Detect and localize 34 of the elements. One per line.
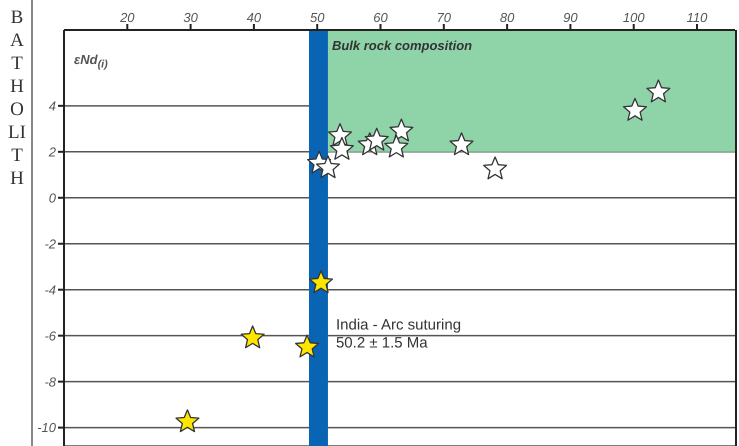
x-tick-label: 60	[373, 10, 389, 25]
x-tick-label: 40	[246, 10, 262, 25]
text: BATHOLITH	[8, 6, 26, 190]
y-tick-label: 4	[48, 98, 56, 114]
x-tick-label: 20	[119, 10, 136, 25]
point	[389, 118, 414, 142]
band-label: Bulk rock composition	[332, 38, 472, 53]
y-tick-label: -6	[44, 328, 57, 344]
y-tick-label: -2	[44, 236, 57, 252]
y-tick-label: -10	[37, 420, 57, 436]
y-tick-label: -8	[44, 374, 57, 390]
point	[622, 98, 648, 121]
y-axis-title: εNd$_{(i)}$	[74, 52, 108, 71]
x-tick-label: 80	[500, 10, 516, 25]
x-tick-label: 30	[183, 10, 199, 25]
y-tick-label: 2	[48, 144, 57, 160]
y-tick-label: 0	[48, 190, 57, 206]
point	[308, 270, 334, 294]
point	[175, 409, 200, 432]
point	[240, 325, 265, 348]
point	[646, 79, 670, 102]
y-tick-label: -4	[44, 282, 56, 298]
point	[384, 134, 408, 158]
point	[449, 132, 474, 156]
band-label: India - Arc suturing 50.2 ± 1.5 Ma	[336, 316, 462, 352]
x-tick-label: 110	[686, 10, 708, 25]
x-tick-label: 70	[436, 10, 452, 25]
point	[330, 136, 354, 160]
x-tick-label: 50	[310, 10, 326, 25]
point	[316, 155, 340, 178]
point	[364, 128, 389, 151]
x-tick-label: 100	[622, 10, 646, 25]
x-tick-label: 90	[563, 10, 578, 25]
point	[295, 334, 320, 358]
